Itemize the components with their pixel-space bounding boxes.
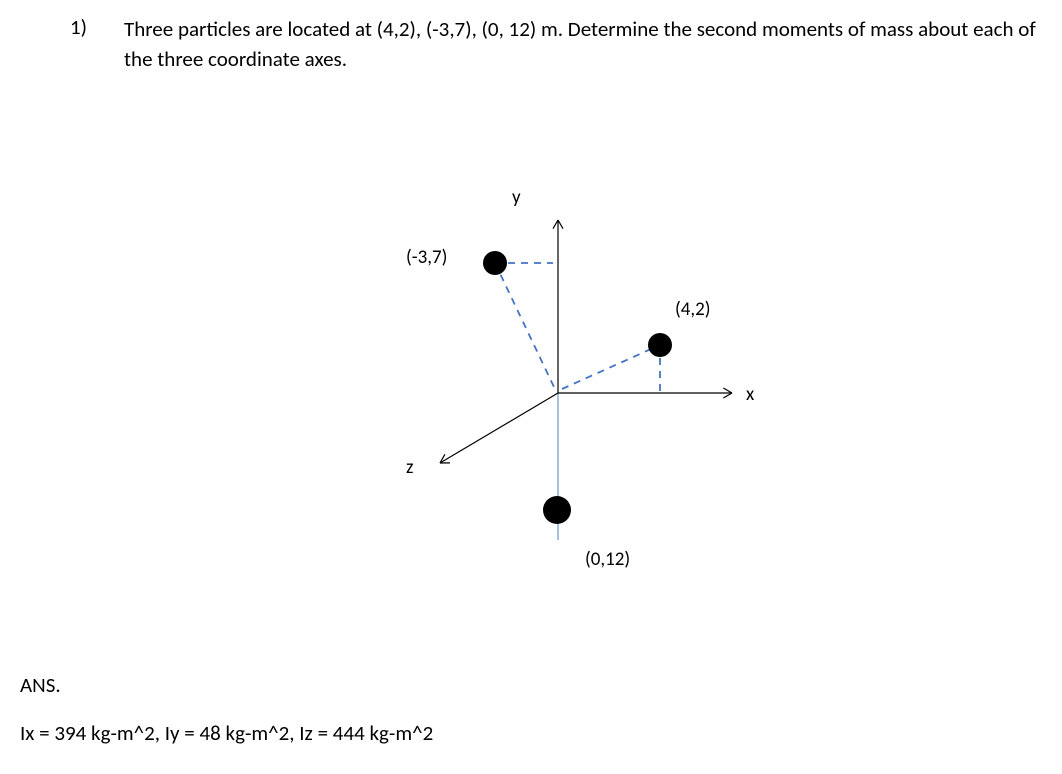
point-label-p2: (4,2): [675, 298, 711, 321]
diagram-svg: [380, 170, 780, 590]
axis-label-y: y: [512, 186, 521, 209]
problem-text: Three particles are located at (4,2), (-…: [124, 14, 1044, 75]
axis-label-z: z: [406, 456, 414, 479]
answer-label: ANS.: [20, 672, 61, 698]
problem-number: 1): [70, 14, 87, 40]
point-label-p1: (-3,7): [406, 246, 447, 269]
axis-label-x: x: [746, 383, 754, 406]
diagram-container: y x z (-3,7) (4,2) (0,12): [380, 170, 780, 590]
answer-text: Ix = 394 kg-m^2, Iy = 48 kg-m^2, Iz = 44…: [20, 720, 433, 746]
point-label-p3: (0,12): [585, 548, 630, 571]
page: 1) Three particles are located at (4,2),…: [0, 0, 1062, 774]
